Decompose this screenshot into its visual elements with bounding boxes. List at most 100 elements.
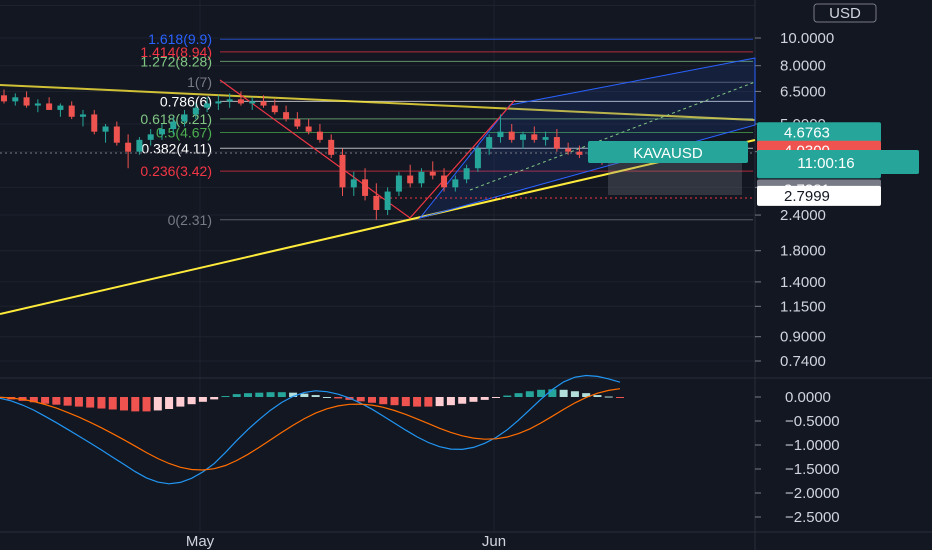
fib-level-label: 1(7): [187, 74, 212, 90]
macd-histogram-bar: [446, 397, 455, 406]
price-tag-box: [757, 185, 881, 206]
candle-body: [497, 131, 504, 138]
candle-body: [57, 105, 64, 110]
candle-body: [12, 97, 19, 102]
macd-tick-label: −1.5000: [785, 461, 840, 478]
candle-body: [316, 131, 323, 140]
candle-body: [339, 154, 346, 188]
fib-level-label: 1.414(8.94): [140, 44, 212, 60]
signal-line: [0, 388, 621, 471]
macd-histogram-bar: [266, 392, 275, 397]
macd-histogram-bar: [604, 396, 613, 398]
candle-body: [486, 137, 493, 149]
candle-body: [328, 139, 335, 155]
candle-body: [237, 99, 244, 104]
macd-histogram-bar: [142, 397, 151, 412]
macd-histogram-bar: [232, 394, 241, 397]
macd-histogram-bar: [593, 395, 602, 397]
candle-body: [158, 129, 165, 135]
macd-histogram-bar: [480, 397, 489, 400]
candle-body: [181, 114, 188, 122]
candle-body: [260, 101, 267, 106]
candle-body: [147, 134, 154, 140]
symbol-label: KAVAUSD: [633, 145, 703, 162]
candle-body: [113, 126, 120, 143]
trendline-resistance[interactable]: [0, 84, 756, 121]
macd-histogram-bar: [413, 397, 422, 407]
macd-pane: [0, 374, 624, 485]
macd-histogram-bar: [86, 397, 95, 408]
macd-histogram-bar: [548, 389, 557, 397]
macd-histogram-bar: [187, 397, 196, 405]
candle-body: [553, 137, 560, 149]
candle-body: [373, 195, 380, 210]
fib-level-label: 0(2.31): [168, 212, 212, 228]
candle-body: [441, 175, 448, 188]
macd-histogram-bar: [210, 397, 219, 400]
macd-histogram-bar: [458, 397, 467, 404]
candle-body: [125, 142, 132, 152]
candle-body: [34, 103, 41, 106]
candle-body: [474, 148, 481, 169]
currency-chip[interactable]: [813, 3, 877, 23]
candle-body: [215, 101, 222, 104]
candle-body: [576, 151, 583, 155]
price-tag-value: 2.7999: [784, 188, 830, 205]
macd-tick-label: −1.0000: [785, 437, 840, 454]
fibonacci-retracement[interactable]: 1.618(9.9)1.414(8.94)1.272(8.28) 1(7) 0.78…: [140, 31, 753, 228]
price-tick-label: 1.1500: [780, 298, 826, 315]
trendline-support[interactable]: [0, 139, 756, 315]
channel-midline[interactable]: [469, 81, 756, 191]
candle-body: [91, 114, 98, 132]
macd-histogram-bar: [559, 389, 568, 397]
fib-anchor-lines[interactable]: [219, 79, 516, 219]
macd-histogram-bar: [582, 393, 591, 397]
macd-histogram-bar: [244, 393, 252, 397]
candle-body: [283, 112, 290, 120]
macd-histogram-bar: [356, 397, 365, 402]
macd-histogram-bar: [52, 397, 61, 405]
macd-histogram-bar: [277, 392, 286, 397]
macd-histogram-bar: [334, 397, 343, 399]
macd-histogram-bar: [41, 397, 50, 404]
macd-histogram-bar: [424, 397, 433, 407]
macd-histogram-bar: [108, 397, 117, 410]
candle-body: [1, 95, 7, 102]
macd-histogram-bar: [97, 397, 106, 409]
candle-body: [271, 105, 278, 113]
macd-histogram-bar: [311, 395, 320, 397]
price-tick-label: 1.8000: [780, 243, 826, 260]
candle-body: [542, 137, 549, 140]
macd-histogram-bar: [379, 397, 388, 405]
macd-histogram-bar: [435, 397, 444, 407]
macd-histogram-bar: [63, 397, 72, 406]
candle-body: [508, 131, 515, 140]
macd-histogram-bar: [537, 389, 546, 397]
candle-body: [204, 103, 211, 108]
fib-level-label: 0.236(3.42): [140, 163, 212, 179]
countdown-label: 11:00:16: [797, 155, 854, 172]
fib-level-label: 0.5(4.67): [156, 124, 212, 140]
fib-level-label: 0.786(6): [160, 93, 212, 109]
candle-body: [68, 105, 75, 117]
candle-body: [362, 179, 369, 196]
symbol-badge[interactable]: [588, 141, 748, 163]
candle-body: [407, 175, 414, 184]
macd-histogram-bar: [198, 397, 207, 402]
candle-body: [249, 101, 256, 104]
candle-body: [418, 171, 425, 184]
fib-level-label: 1.618(9.9): [148, 31, 212, 47]
countdown-box: [757, 150, 919, 174]
candle-body: [170, 121, 177, 130]
macd-histogram-bar: [525, 391, 534, 397]
macd-histogram-bar: [289, 392, 298, 397]
time-axis[interactable]: May Jun: [0, 531, 932, 550]
macd-histogram-bar: [255, 392, 264, 397]
price-tick-label: 0.9000: [780, 329, 826, 346]
candle-body: [565, 148, 572, 152]
macd-histogram-bar: [390, 397, 399, 406]
fib-level-label: 0.618(5.21): [140, 111, 212, 127]
macd-histogram-bar: [368, 397, 376, 403]
candle-body: [395, 175, 402, 192]
